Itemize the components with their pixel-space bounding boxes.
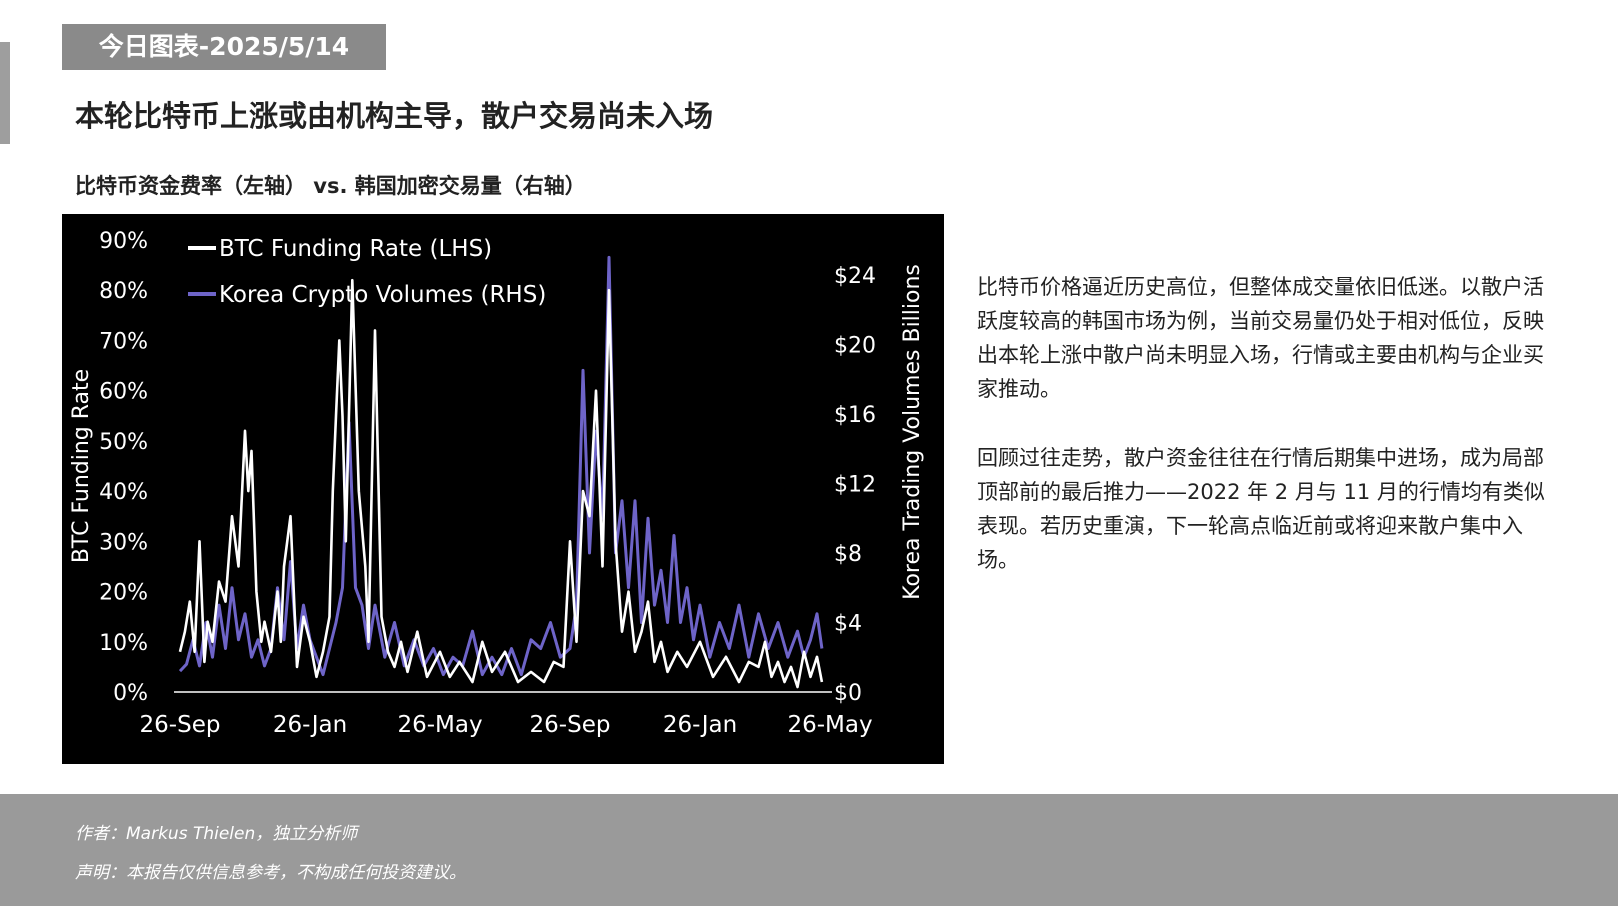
- commentary-paragraph-1: 比特币价格逼近历史高位，但整体成交量依旧低迷。以散户活跃度较高的韩国市场为例，当…: [977, 275, 1544, 401]
- y-left-tick-label: 10%: [99, 631, 148, 656]
- commentary-paragraph-2: 回顾过往走势，散户资金往往在行情后期集中进场，成为局部顶部前的最后推力——202…: [977, 446, 1545, 572]
- date-tag: 今日图表-2025/5/14: [62, 24, 386, 70]
- y-left-tick-label: 40%: [99, 480, 148, 505]
- x-tick-label: 26-May: [397, 712, 482, 738]
- x-tick-label: 26-Jan: [663, 712, 737, 738]
- commentary: 比特币价格逼近历史高位，但整体成交量依旧低迷。以散户活跃度较高的韩国市场为例，当…: [977, 270, 1557, 612]
- y-left-tick-label: 70%: [99, 329, 148, 354]
- legend-label: Korea Crypto Volumes (RHS): [219, 282, 546, 308]
- y-left-tick-label: 60%: [99, 380, 148, 405]
- y-right-axis-title: Korea Trading Volumes Billions: [900, 264, 925, 600]
- y-left-tick-label: 90%: [99, 229, 148, 254]
- funding-vs-volume-chart: 0% 10% 20% 30% 40% 50% 60% 70% 80% 90% $0 $4 $8 $12 $1…: [69, 229, 925, 738]
- funding-rate-line: [178, 278, 824, 689]
- y-left-tick-label: 20%: [99, 581, 148, 606]
- author-name: Markus Thielen，独立分析师: [126, 824, 358, 844]
- disclaimer-text: 本报告仅供信息参考，不构成任何投资建议。: [126, 863, 466, 883]
- disclaimer-label: 声明：: [75, 863, 126, 883]
- y-right-tick-label: $8: [834, 542, 862, 567]
- author-label: 作者：: [75, 824, 126, 844]
- legend-label: BTC Funding Rate (LHS): [219, 236, 492, 262]
- y-left-tick-label: 80%: [99, 279, 148, 304]
- y-left-tick-label: 50%: [99, 430, 148, 455]
- y-right-tick-label: $0: [834, 681, 862, 706]
- x-tick-label: 26-Jan: [273, 712, 347, 738]
- left-accent-bar: [0, 42, 10, 144]
- page-title: 本轮比特币上涨或由机构主导，散户交易尚未入场: [75, 99, 714, 133]
- footer-author: 作者：Markus Thielen，独立分析师: [75, 819, 357, 844]
- x-tick-label: 26-Sep: [140, 712, 221, 738]
- y-right-tick-label: $20: [834, 333, 876, 358]
- y-right-tick-label: $16: [834, 403, 876, 428]
- x-tick-label: 26-May: [787, 712, 872, 738]
- x-tick-label: 26-Sep: [530, 712, 611, 738]
- y-right-tick-label: $4: [834, 611, 862, 636]
- y-left-axis-title: BTC Funding Rate: [69, 369, 94, 563]
- y-right-tick-label: $12: [834, 472, 876, 497]
- chart-panel: 0% 10% 20% 30% 40% 50% 60% 70% 80% 90% $0 $4 $8 $12 $1…: [62, 214, 944, 764]
- y-left-tick-label: 30%: [99, 530, 148, 555]
- y-left-tick-label: 0%: [113, 681, 148, 706]
- footer: 作者：Markus Thielen，独立分析师 声明：本报告仅供信息参考，不构成…: [0, 794, 1618, 906]
- y-right-tick-label: $24: [834, 264, 876, 289]
- footer-disclaimer: 声明：本报告仅供信息参考，不构成任何投资建议。: [75, 858, 466, 883]
- chart-subtitle: 比特币资金费率（左轴） vs. 韩国加密交易量（右轴）: [75, 174, 586, 198]
